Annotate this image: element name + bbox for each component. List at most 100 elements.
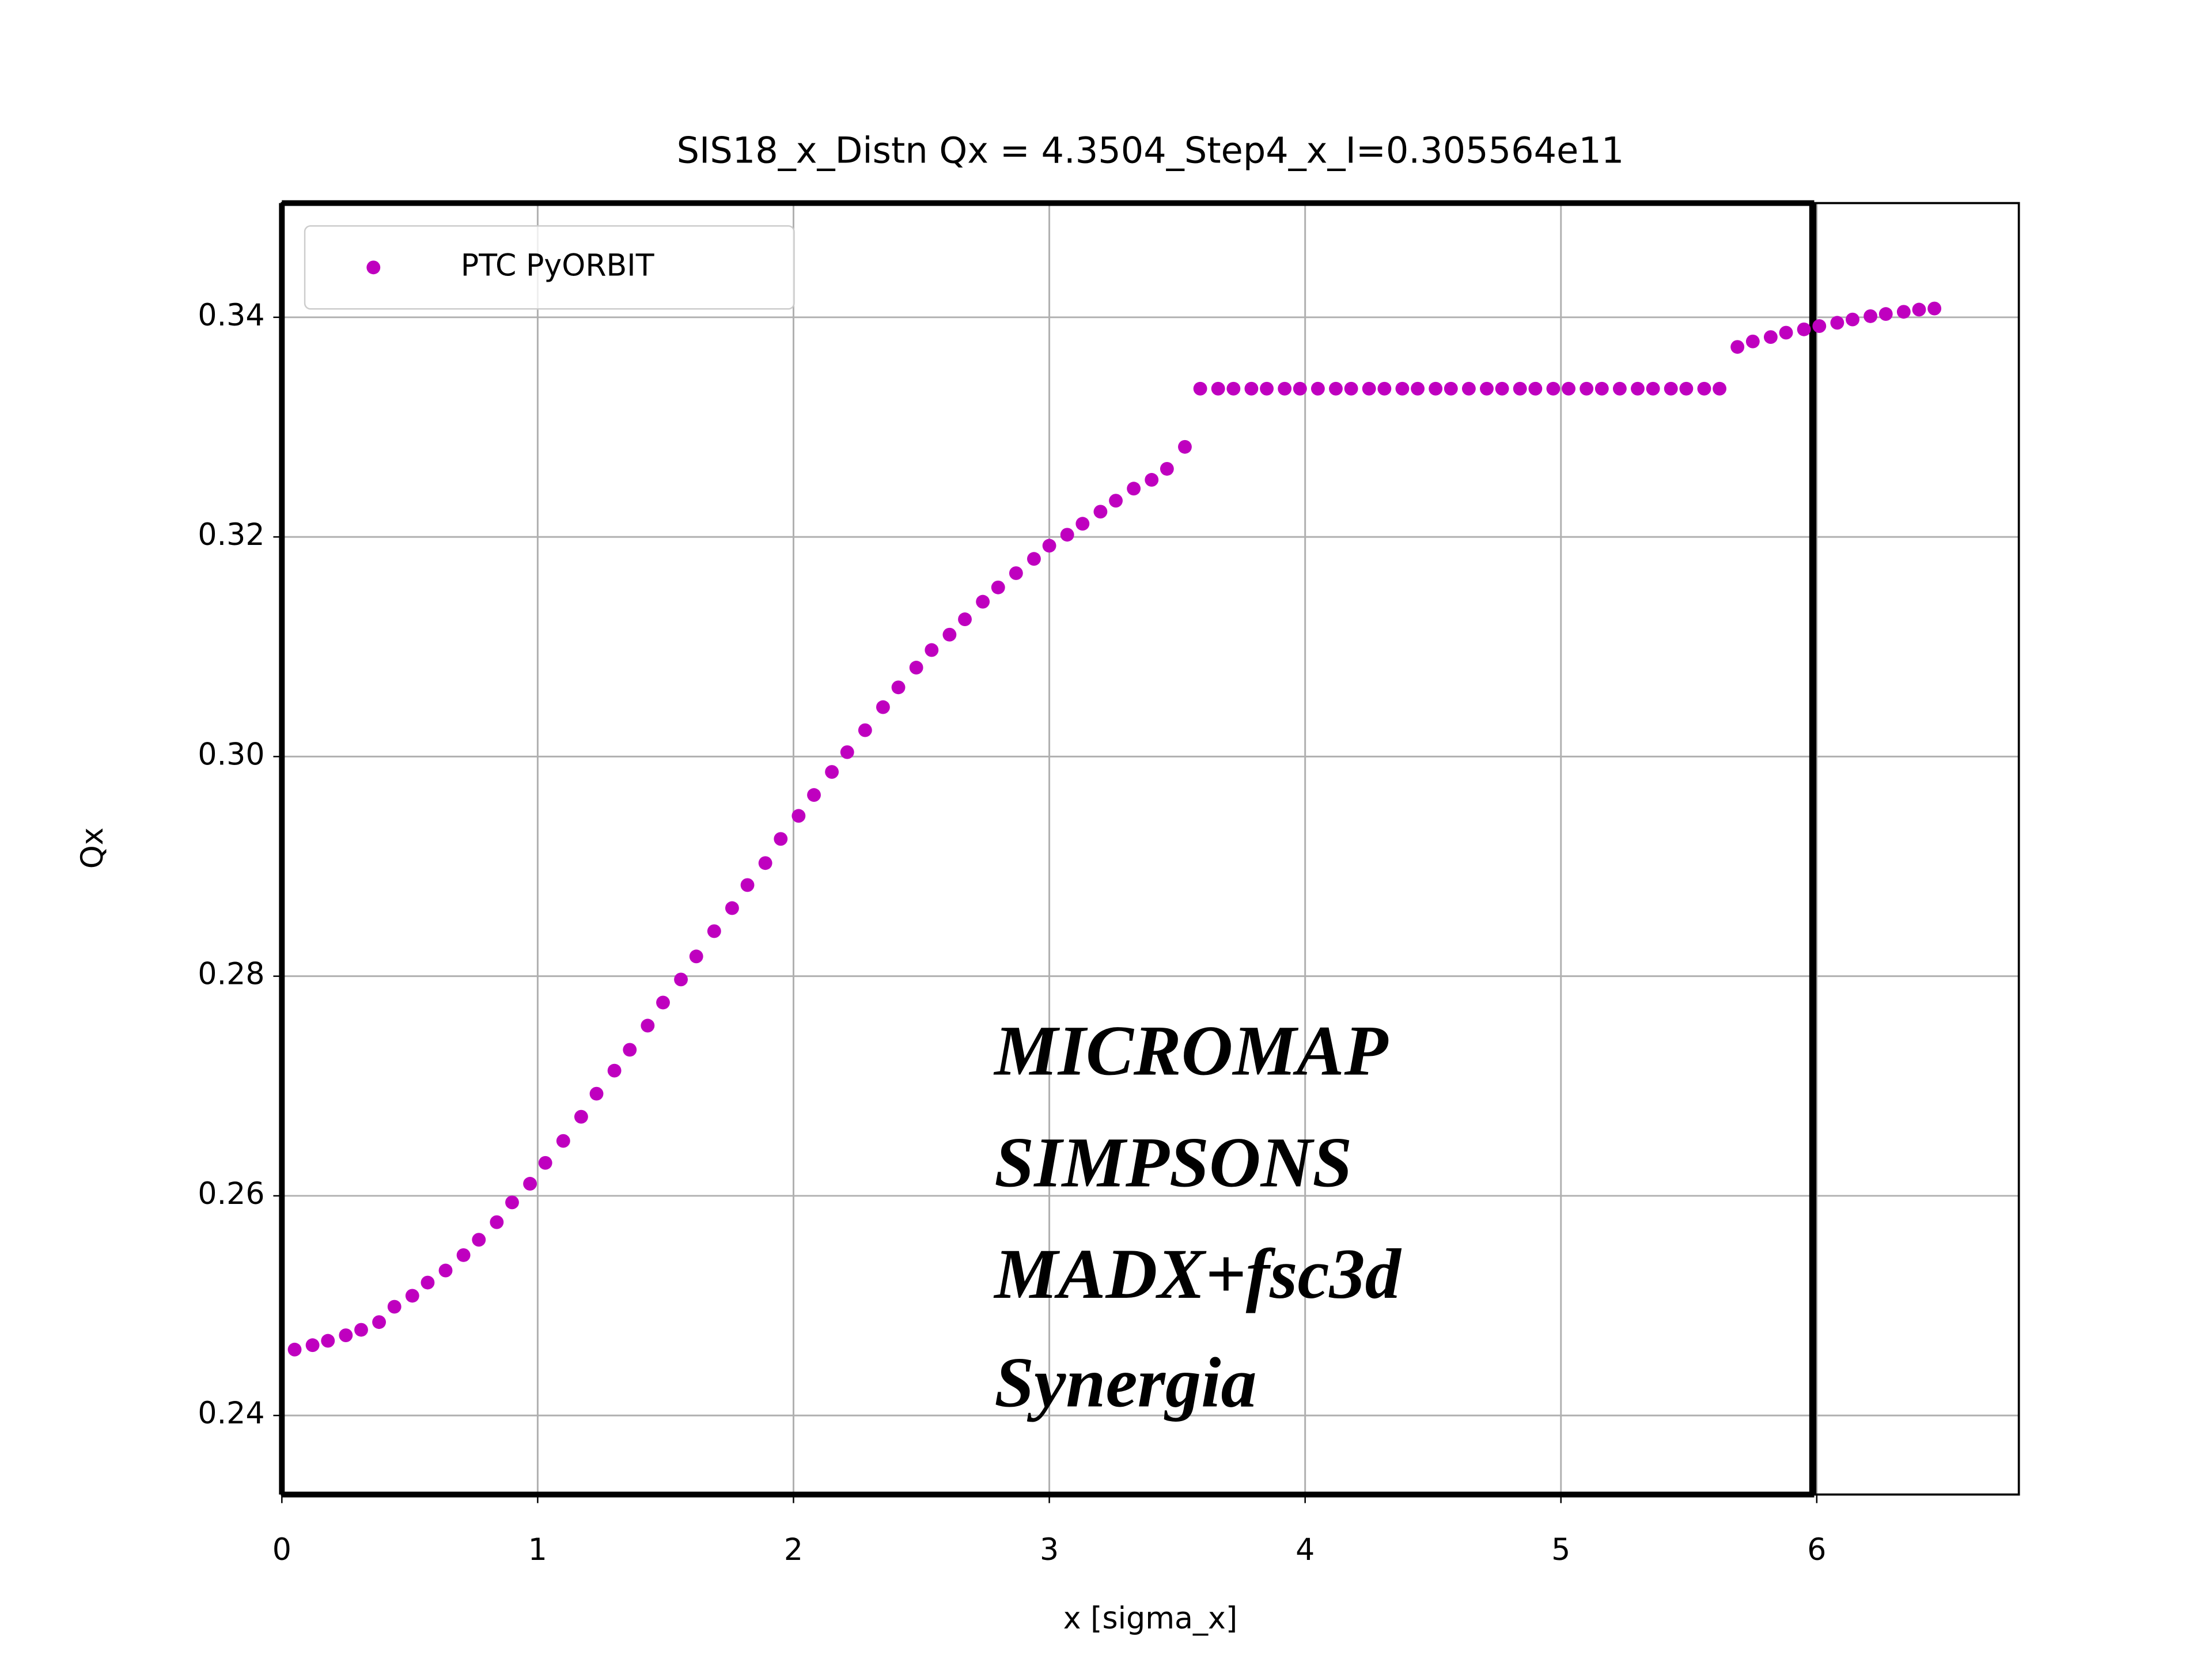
point [387, 1300, 402, 1314]
point [538, 1156, 552, 1170]
point [1226, 381, 1241, 396]
point [1697, 381, 1711, 396]
point [1310, 381, 1325, 396]
point [1927, 301, 1942, 316]
x-tick-label: 5 [1551, 1533, 1570, 1567]
point [556, 1134, 570, 1148]
point [909, 661, 923, 675]
point [1260, 381, 1274, 396]
point [472, 1233, 486, 1247]
point [1127, 482, 1141, 496]
legend: PTC PyORBIT [304, 225, 795, 310]
point [1293, 381, 1307, 396]
point [1779, 325, 1793, 340]
point [840, 745, 854, 759]
point [1060, 528, 1074, 542]
point [1160, 461, 1174, 476]
point [1480, 381, 1494, 396]
point [1797, 322, 1811, 336]
point [1631, 381, 1645, 396]
y-tick-label: 0.32 [198, 518, 264, 552]
chart-title: SIS18_x_Distn Qx = 4.3504_Step4_x_I=0.30… [677, 130, 1624, 172]
y-tick-label: 0.26 [198, 1177, 264, 1211]
point [1664, 381, 1678, 396]
point [958, 612, 972, 626]
point [589, 1086, 604, 1101]
point [1513, 381, 1527, 396]
point [1562, 381, 1576, 396]
point [372, 1315, 386, 1330]
point [1009, 566, 1023, 580]
point [1612, 381, 1627, 396]
point [1745, 334, 1760, 349]
annotation: SIMPSONS [994, 1122, 1352, 1202]
plot-frame [281, 202, 2020, 1496]
point [1411, 381, 1425, 396]
point [287, 1342, 302, 1357]
point [1145, 473, 1159, 487]
point [758, 856, 772, 870]
point [1912, 302, 1926, 317]
legend-label: PTC PyORBIT [461, 248, 654, 283]
y-tick-label: 0.24 [198, 1396, 264, 1431]
point [1193, 381, 1207, 396]
point [1896, 305, 1911, 319]
point [523, 1177, 537, 1191]
point [991, 580, 1005, 594]
annotation: Synergia [994, 1343, 1256, 1422]
point [623, 1043, 637, 1057]
point [976, 594, 990, 609]
point [689, 949, 703, 964]
point [791, 809, 806, 823]
x-axis-label: x [sigma_x] [1063, 1601, 1238, 1636]
point [1444, 381, 1458, 396]
point [1580, 381, 1594, 396]
y-tick-label: 0.30 [198, 737, 264, 772]
point [707, 924, 721, 938]
point [1878, 307, 1893, 321]
point [1093, 505, 1108, 519]
annotation: MADX+fsc3d [993, 1234, 1402, 1313]
point [405, 1289, 419, 1303]
point [1329, 381, 1343, 396]
point [825, 765, 839, 779]
point [925, 643, 939, 657]
point [725, 901, 739, 915]
point [656, 995, 670, 1010]
point [1713, 381, 1727, 396]
point [1830, 316, 1844, 330]
point [1178, 440, 1192, 454]
point [876, 700, 890, 714]
point [1763, 330, 1778, 344]
point [1594, 381, 1609, 396]
point [421, 1275, 435, 1290]
point [354, 1323, 368, 1337]
x-tick-label: 3 [1040, 1533, 1059, 1567]
point [942, 627, 957, 642]
point [1730, 340, 1745, 354]
point [607, 1063, 622, 1078]
annotation: MICROMAP [993, 1011, 1388, 1090]
point [1528, 381, 1543, 396]
point [1027, 552, 1041, 566]
point [1362, 381, 1376, 396]
legend-marker [366, 260, 381, 275]
point [891, 680, 906, 695]
point [490, 1215, 504, 1229]
y-axis-label: Qx [75, 827, 110, 869]
y-tick-label: 0.28 [198, 957, 264, 992]
point [1429, 381, 1443, 396]
point [1863, 309, 1878, 323]
y-tick-label: 0.34 [198, 298, 264, 333]
point [305, 1338, 320, 1353]
point [438, 1263, 453, 1278]
point [740, 878, 755, 892]
point [1812, 319, 1827, 333]
point [456, 1248, 471, 1262]
x-tick-label: 0 [272, 1533, 291, 1567]
point [1042, 539, 1056, 553]
point [1278, 381, 1292, 396]
point [505, 1195, 519, 1210]
